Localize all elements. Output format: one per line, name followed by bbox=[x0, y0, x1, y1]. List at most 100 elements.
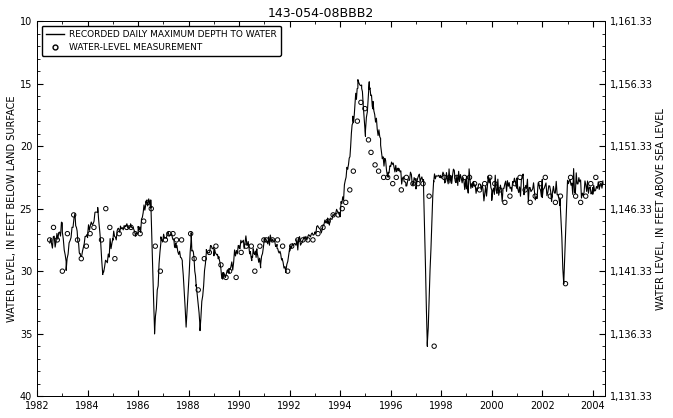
Point bbox=[535, 180, 546, 187]
Point bbox=[267, 237, 278, 243]
Point bbox=[52, 237, 63, 243]
Point bbox=[81, 243, 92, 250]
Point bbox=[308, 237, 318, 243]
Point bbox=[221, 274, 232, 281]
Point bbox=[322, 218, 333, 224]
Point bbox=[359, 105, 370, 112]
Point bbox=[69, 212, 79, 218]
Title: 143-054-08BBB2: 143-054-08BBB2 bbox=[268, 7, 374, 20]
Point bbox=[469, 180, 480, 187]
Point bbox=[176, 237, 187, 243]
Point bbox=[199, 255, 210, 262]
Point bbox=[85, 230, 96, 237]
Point bbox=[44, 237, 55, 243]
Point bbox=[401, 174, 412, 181]
Point bbox=[104, 224, 115, 231]
Point bbox=[499, 199, 510, 206]
Point bbox=[555, 193, 566, 199]
Point bbox=[575, 199, 586, 206]
Point bbox=[48, 224, 59, 231]
Point bbox=[540, 174, 551, 181]
Point bbox=[286, 243, 297, 250]
Point bbox=[341, 199, 351, 206]
Point bbox=[62, 230, 73, 237]
Point bbox=[130, 230, 141, 237]
Point bbox=[189, 255, 200, 262]
Point bbox=[224, 268, 235, 275]
Point bbox=[363, 137, 374, 143]
Point bbox=[515, 174, 526, 181]
Point bbox=[345, 186, 355, 193]
Point bbox=[509, 180, 520, 187]
Point bbox=[236, 249, 246, 256]
Point bbox=[485, 174, 495, 181]
Point bbox=[282, 268, 293, 275]
Point bbox=[336, 205, 347, 212]
Point bbox=[418, 180, 429, 187]
Point bbox=[550, 199, 561, 206]
Point bbox=[520, 186, 530, 193]
Point bbox=[352, 118, 363, 125]
Point bbox=[348, 168, 359, 174]
Point bbox=[142, 199, 153, 206]
Point bbox=[369, 161, 380, 168]
Point bbox=[72, 237, 83, 243]
Point bbox=[413, 180, 423, 187]
Point bbox=[241, 243, 252, 250]
Point bbox=[586, 180, 596, 187]
Point bbox=[365, 149, 376, 156]
Point bbox=[277, 243, 288, 250]
Point bbox=[479, 180, 490, 187]
Point bbox=[146, 205, 157, 212]
Point bbox=[292, 237, 303, 243]
Point bbox=[580, 193, 591, 199]
Point bbox=[57, 268, 68, 275]
Point bbox=[328, 212, 339, 218]
Point bbox=[246, 243, 256, 250]
Point bbox=[505, 193, 516, 199]
Point bbox=[272, 237, 283, 243]
Point bbox=[302, 237, 313, 243]
Point bbox=[211, 243, 221, 250]
Point bbox=[114, 230, 125, 237]
Point bbox=[318, 224, 328, 231]
Point bbox=[168, 230, 178, 237]
Point bbox=[530, 193, 540, 199]
Point bbox=[459, 174, 470, 181]
Point bbox=[560, 280, 571, 287]
Point bbox=[378, 174, 389, 181]
Point bbox=[110, 255, 120, 262]
Point bbox=[391, 174, 402, 181]
Y-axis label: WATER LEVEL, IN FEET ABOVE SEA LEVEL: WATER LEVEL, IN FEET ABOVE SEA LEVEL bbox=[656, 108, 666, 310]
Point bbox=[474, 186, 485, 193]
Point bbox=[204, 249, 215, 256]
Point bbox=[570, 193, 581, 199]
Point bbox=[396, 186, 406, 193]
Point bbox=[452, 174, 462, 181]
Point bbox=[155, 268, 166, 275]
Point bbox=[126, 224, 137, 231]
Point bbox=[439, 174, 450, 181]
Point bbox=[382, 174, 393, 181]
Point bbox=[444, 174, 455, 181]
Point bbox=[374, 168, 384, 174]
Legend: RECORDED DAILY MAXIMUM DEPTH TO WATER, WATER-LEVEL MEASUREMENT: RECORDED DAILY MAXIMUM DEPTH TO WATER, W… bbox=[42, 25, 281, 56]
Point bbox=[408, 180, 419, 187]
Point bbox=[215, 262, 226, 268]
Point bbox=[545, 193, 556, 199]
Point bbox=[388, 180, 398, 187]
Point bbox=[193, 287, 204, 293]
Point bbox=[150, 243, 161, 250]
Point bbox=[138, 218, 149, 224]
Point bbox=[489, 180, 500, 187]
Point bbox=[96, 237, 107, 243]
Point bbox=[76, 255, 87, 262]
Point bbox=[100, 205, 111, 212]
Point bbox=[424, 193, 435, 199]
Point bbox=[565, 174, 576, 181]
Point bbox=[312, 230, 323, 237]
Point bbox=[164, 230, 174, 237]
Point bbox=[231, 274, 242, 281]
Point bbox=[261, 237, 272, 243]
Point bbox=[185, 230, 196, 237]
